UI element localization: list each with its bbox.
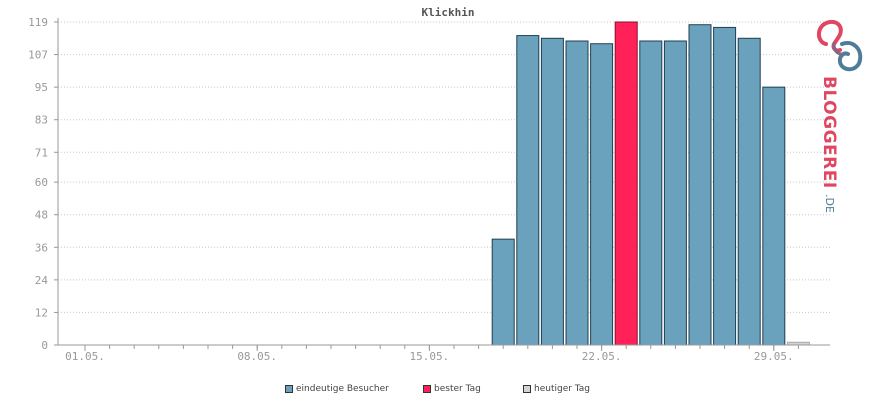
x-tick-label: 22.05. bbox=[582, 350, 622, 363]
x-tick-label: 29.05. bbox=[754, 350, 794, 363]
y-tick-label: 0 bbox=[41, 339, 48, 352]
y-tick-label: 95 bbox=[35, 81, 48, 94]
svg-text:BLOGGEREI: BLOGGEREI bbox=[819, 76, 839, 189]
legend-item-today: heutiger Tag bbox=[523, 384, 590, 394]
y-tick-label: 60 bbox=[35, 176, 48, 189]
legend: eindeutige Besucher bester Tag heutiger … bbox=[0, 384, 870, 400]
bar bbox=[540, 37, 564, 346]
bar bbox=[737, 37, 761, 346]
x-tick-label: 15.05. bbox=[410, 350, 450, 363]
bar bbox=[639, 40, 663, 346]
x-tick-label: 08.05. bbox=[237, 350, 277, 363]
y-tick-label: 12 bbox=[35, 306, 48, 319]
legend-item-best-day: bester Tag bbox=[423, 384, 481, 394]
legend-label-visitors: eindeutige Besucher bbox=[296, 384, 389, 394]
x-tick-label: 01.05. bbox=[65, 350, 105, 363]
bar-best-day bbox=[614, 21, 638, 346]
y-tick-label: 71 bbox=[35, 146, 48, 159]
axis-layer: 0 12 24 36 48 60 71 83 95 107 119 01.05. 08.05. 15.05… bbox=[28, 16, 830, 363]
legend-swatch-best-day bbox=[423, 385, 431, 393]
legend-item-visitors: eindeutige Besucher bbox=[285, 384, 389, 394]
bloggerei-logo-mark: BLOGGEREI .DE bbox=[817, 19, 863, 213]
bloggerei-logo: BLOGGEREI .DE bbox=[812, 18, 868, 218]
bar bbox=[516, 35, 540, 346]
y-tick-label: 107 bbox=[28, 49, 48, 62]
y-tick-label: 83 bbox=[35, 114, 48, 127]
legend-label-best-day: bester Tag bbox=[434, 384, 481, 394]
y-tick-label: 36 bbox=[35, 241, 48, 254]
bars-layer bbox=[491, 21, 810, 346]
chart-title: Klickhin bbox=[422, 6, 475, 19]
y-tick-label: 119 bbox=[28, 16, 48, 29]
y-tick-label: 24 bbox=[35, 274, 49, 287]
bar bbox=[491, 238, 515, 346]
bar bbox=[565, 40, 589, 346]
bar bbox=[663, 40, 687, 346]
bar bbox=[688, 24, 712, 346]
legend-swatch-today bbox=[523, 385, 531, 393]
legend-swatch-visitors bbox=[285, 385, 293, 393]
bar bbox=[590, 43, 614, 346]
legend-label-today: heutiger Tag bbox=[534, 384, 591, 394]
bar bbox=[713, 26, 737, 346]
y-tick-label: 48 bbox=[35, 209, 48, 222]
bar bbox=[762, 86, 786, 346]
svg-text:.DE: .DE bbox=[823, 194, 836, 213]
